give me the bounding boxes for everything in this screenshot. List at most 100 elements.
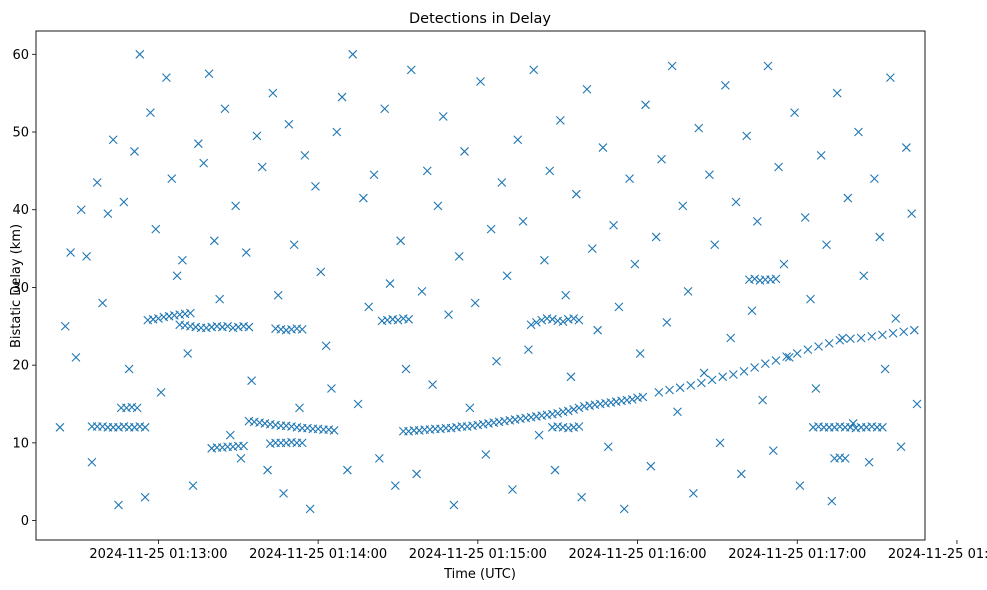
data-point-marker: [231, 201, 241, 211]
data-point-marker: [132, 403, 142, 413]
data-point-marker: [848, 419, 858, 428]
data-point-marker: [577, 492, 587, 502]
data-point-marker: [569, 314, 579, 323]
data-point-marker: [566, 372, 576, 382]
data-point-marker: [470, 298, 480, 308]
data-point-marker: [444, 310, 453, 320]
data-point-marker: [550, 465, 560, 475]
data-point-marker: [880, 364, 890, 374]
data-point-marker: [162, 73, 171, 83]
data-point-marker: [814, 342, 823, 351]
data-point-marker: [571, 189, 581, 199]
data-point-marker: [532, 318, 541, 327]
data-point-marker: [683, 286, 693, 296]
data-point-marker: [199, 158, 209, 168]
data-point-marker: [428, 380, 437, 389]
data-point-marker: [558, 317, 568, 327]
data-point-marker: [406, 65, 416, 75]
data-point-marker: [209, 236, 219, 246]
data-point-marker: [311, 182, 320, 191]
data-point-marker: [800, 213, 810, 222]
data-point-marker: [66, 248, 75, 257]
data-point-marker: [715, 438, 725, 448]
data-point-marker: [782, 352, 791, 361]
data-point-marker: [369, 170, 379, 180]
data-point-marker: [76, 205, 86, 215]
data-point-marker: [119, 197, 129, 207]
y-tick-label: 0: [21, 514, 29, 529]
data-point-marker: [244, 322, 254, 332]
data-point-marker: [130, 147, 139, 156]
data-point-marker: [909, 325, 919, 335]
data-point-marker: [792, 349, 802, 358]
data-point-marker: [518, 217, 528, 226]
data-point-marker: [675, 383, 685, 393]
data-point-marker: [393, 315, 403, 325]
data-point-marker: [657, 154, 666, 164]
data-point-marker: [71, 352, 81, 362]
data-point-marker: [353, 399, 363, 409]
data-point-marker: [667, 61, 677, 71]
data-point-marker: [82, 251, 91, 261]
data-point-marker: [412, 469, 422, 479]
data-point-marker: [587, 244, 597, 253]
data-point-marker: [827, 496, 837, 506]
data-point-marker: [396, 236, 406, 246]
x-axis-label: Time (UTC): [443, 567, 516, 582]
x-tick-label: 2024-11-25 01:14:00: [249, 547, 387, 562]
data-point-marker: [878, 330, 887, 340]
data-point-marker: [816, 150, 826, 160]
data-point-marker: [465, 403, 475, 413]
data-point-marker: [896, 442, 906, 452]
data-point-marker: [907, 209, 917, 219]
data-point-marker: [582, 84, 592, 94]
data-point-marker: [747, 306, 757, 316]
y-tick-label: 40: [12, 203, 29, 218]
data-point-marker: [239, 441, 248, 451]
data-point-marker: [859, 271, 869, 281]
data-point-marker: [183, 349, 193, 358]
data-point-marker: [55, 422, 65, 432]
data-point-marker: [140, 492, 150, 502]
data-point-marker: [268, 88, 278, 98]
data-point-marker: [329, 426, 339, 435]
data-point-marker: [699, 368, 709, 378]
data-point-marker: [795, 481, 805, 490]
data-point-marker: [901, 143, 911, 152]
y-tick-label: 60: [12, 48, 29, 63]
data-point-marker: [654, 387, 664, 397]
data-point-marker: [385, 279, 395, 288]
data-point-marker: [603, 442, 613, 452]
x-tick-label: 2024-11-25 01:13:00: [89, 547, 227, 562]
data-point-marker: [204, 69, 214, 79]
data-point-marker: [912, 399, 922, 409]
data-point-marker: [433, 201, 443, 211]
data-point-marker: [529, 65, 539, 75]
data-point-marker: [185, 308, 195, 318]
data-point-marker: [460, 147, 469, 156]
data-point-marker: [297, 325, 307, 334]
data-point-marker: [332, 127, 342, 137]
data-point-marker: [630, 259, 640, 269]
data-point-marker: [401, 364, 411, 374]
data-point-marker: [124, 364, 134, 374]
data-point-marker: [279, 488, 288, 498]
data-point-marker: [321, 341, 331, 351]
data-point-marker: [476, 77, 485, 86]
data-point-marker: [92, 178, 102, 187]
data-point-marker: [547, 314, 557, 324]
data-point-marker: [822, 240, 831, 250]
data-point-marker: [526, 320, 536, 330]
data-point-marker: [651, 232, 661, 242]
data-point-marker: [300, 150, 310, 160]
data-point-marker: [739, 366, 749, 376]
data-point-marker: [289, 240, 299, 250]
data-point-marker: [167, 174, 177, 184]
data-point-marker: [768, 446, 778, 456]
data-point-marker: [316, 267, 326, 277]
x-axis: 2024-11-25 01:13:00 2024-11-25 01:14:00 20…: [89, 540, 987, 562]
data-point-marker: [878, 422, 887, 432]
data-point-marker: [98, 298, 107, 308]
data-point-marker: [609, 220, 618, 230]
